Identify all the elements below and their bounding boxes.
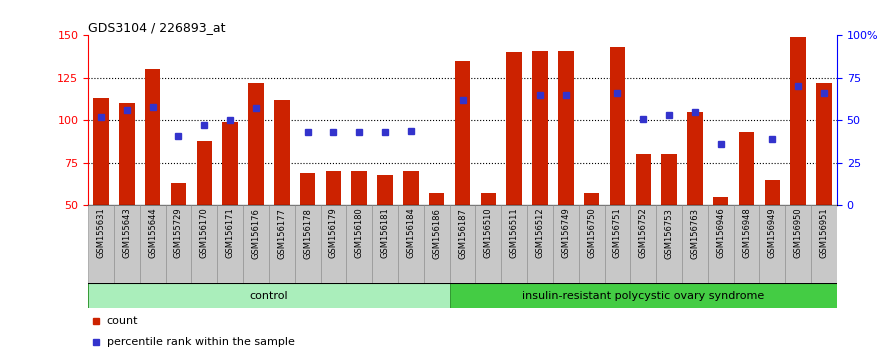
Text: GSM156946: GSM156946 (716, 208, 725, 258)
Text: GSM156179: GSM156179 (329, 208, 338, 258)
Bar (765, 180, 781, 205)
Bar (817, 83, 832, 205)
Bar (631, 205, 656, 283)
Bar (377, 175, 393, 205)
Bar (243, 205, 269, 283)
Bar (635, 154, 651, 205)
Bar (119, 103, 135, 205)
Text: GSM156180: GSM156180 (355, 208, 364, 258)
Bar (682, 205, 707, 283)
Bar (424, 205, 449, 283)
Text: GSM155729: GSM155729 (174, 208, 183, 258)
Bar (734, 205, 759, 283)
Bar (610, 47, 626, 205)
Bar (687, 112, 703, 205)
Text: insulin-resistant polycystic ovary syndrome: insulin-resistant polycystic ovary syndr… (522, 291, 765, 301)
Bar (455, 61, 470, 205)
Text: GSM156171: GSM156171 (226, 208, 234, 258)
Text: GSM156176: GSM156176 (251, 208, 261, 258)
Bar (449, 205, 476, 283)
Text: GSM156170: GSM156170 (200, 208, 209, 258)
Text: GSM156948: GSM156948 (742, 208, 751, 258)
Bar (811, 205, 837, 283)
Text: GSM155643: GSM155643 (122, 208, 131, 258)
Bar (403, 171, 418, 205)
Bar (476, 205, 501, 283)
Text: GSM156186: GSM156186 (433, 208, 441, 258)
Bar (144, 69, 160, 205)
Text: GSM156949: GSM156949 (768, 208, 777, 258)
Bar (191, 205, 218, 283)
Text: GSM156950: GSM156950 (794, 208, 803, 258)
Bar (114, 205, 140, 283)
Text: GSM156753: GSM156753 (664, 208, 674, 258)
Bar (326, 171, 341, 205)
Bar (346, 205, 372, 283)
Bar (558, 51, 574, 205)
Bar (604, 205, 631, 283)
Bar (785, 205, 811, 283)
Text: GDS3104 / 226893_at: GDS3104 / 226893_at (88, 21, 226, 34)
Text: GSM156749: GSM156749 (561, 208, 570, 258)
Bar (321, 205, 346, 283)
Bar (759, 205, 785, 283)
Text: percentile rank within the sample: percentile rank within the sample (107, 337, 295, 348)
Bar (532, 51, 548, 205)
Text: count: count (107, 316, 138, 326)
Bar (713, 197, 729, 205)
Bar (579, 205, 604, 283)
Bar (481, 193, 496, 205)
Bar (352, 171, 367, 205)
Text: GSM156751: GSM156751 (613, 208, 622, 258)
Bar (429, 193, 444, 205)
Text: GSM155631: GSM155631 (97, 208, 106, 258)
Text: GSM156178: GSM156178 (303, 208, 312, 258)
Bar (584, 193, 599, 205)
Text: GSM156752: GSM156752 (639, 208, 648, 258)
Bar (274, 100, 290, 205)
Bar (171, 183, 186, 205)
Bar (372, 205, 398, 283)
Bar (218, 205, 243, 283)
Text: GSM156512: GSM156512 (536, 208, 544, 258)
Bar (662, 154, 677, 205)
Bar (790, 37, 806, 205)
Bar (300, 173, 315, 205)
Text: GSM156763: GSM156763 (691, 208, 700, 259)
Bar (88, 283, 449, 308)
Text: GSM156951: GSM156951 (819, 208, 828, 258)
Bar (140, 205, 166, 283)
Text: GSM156510: GSM156510 (484, 208, 492, 258)
Bar (398, 205, 424, 283)
Bar (449, 283, 837, 308)
Bar (93, 98, 108, 205)
Bar (196, 141, 212, 205)
Bar (88, 205, 114, 283)
Bar (294, 205, 321, 283)
Text: GSM156511: GSM156511 (510, 208, 519, 258)
Bar (507, 52, 522, 205)
Text: control: control (249, 291, 288, 301)
Bar (656, 205, 682, 283)
Bar (707, 205, 734, 283)
Bar (248, 83, 263, 205)
Text: GSM156187: GSM156187 (458, 208, 467, 258)
Text: GSM156177: GSM156177 (278, 208, 286, 258)
Text: GSM156184: GSM156184 (406, 208, 415, 258)
Bar (166, 205, 191, 283)
Text: GSM156181: GSM156181 (381, 208, 389, 258)
Bar (269, 205, 294, 283)
Bar (527, 205, 553, 283)
Text: GSM155644: GSM155644 (148, 208, 157, 258)
Bar (222, 122, 238, 205)
Bar (739, 132, 754, 205)
Text: GSM156750: GSM156750 (587, 208, 596, 258)
Bar (501, 205, 527, 283)
Bar (553, 205, 579, 283)
